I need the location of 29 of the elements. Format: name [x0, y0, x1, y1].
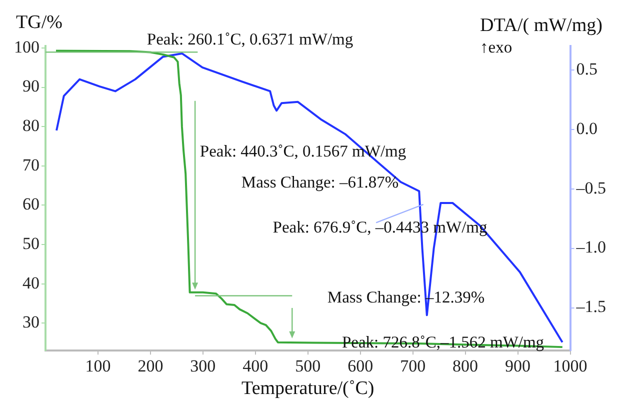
y2-axis-title: DTA/( mW/mg)	[480, 15, 602, 36]
y-tick-label: 100	[14, 37, 40, 56]
y-tick-label: 60	[22, 194, 40, 214]
y-tick-label: 40	[22, 273, 40, 292]
y2-tick-label: 0.0	[576, 118, 598, 138]
y-tick-label: 70	[22, 155, 40, 174]
y2-tick-label: –1.0	[575, 238, 606, 257]
x-tick-label: 300	[190, 356, 216, 376]
x-axis-title: Temperature/(˚C)	[242, 378, 374, 399]
y2-tick-label: 0.5	[576, 59, 598, 78]
y-tick-label: 90	[22, 76, 40, 96]
x-tick-label: 200	[138, 356, 164, 376]
y-tick-label: 30	[22, 312, 40, 332]
x-tick-label: 500	[295, 356, 321, 376]
annotation: Mass Change: –61.87%	[241, 172, 399, 192]
x-tick-label: 800	[452, 356, 478, 376]
x-tick-label: 900	[505, 356, 531, 376]
y-axis-title: TG/%	[16, 12, 63, 33]
y-tick-label: 80	[22, 116, 40, 136]
annotation: Peak: 260.1˚C, 0.6371 mW/mg	[146, 29, 354, 48]
y2-tick-label: –0.5	[575, 178, 606, 198]
x-tick-label: 400	[242, 356, 268, 376]
y2-tick-label: –1.5	[575, 297, 606, 316]
y-tick-label: 50	[22, 234, 40, 253]
annotation: ↑exo	[480, 37, 512, 56]
x-tick-label: 700	[400, 356, 426, 376]
x-tick-label: 1000	[553, 356, 588, 376]
x-tick-label: 600	[348, 356, 374, 376]
x-tick-label: 100	[85, 356, 111, 376]
